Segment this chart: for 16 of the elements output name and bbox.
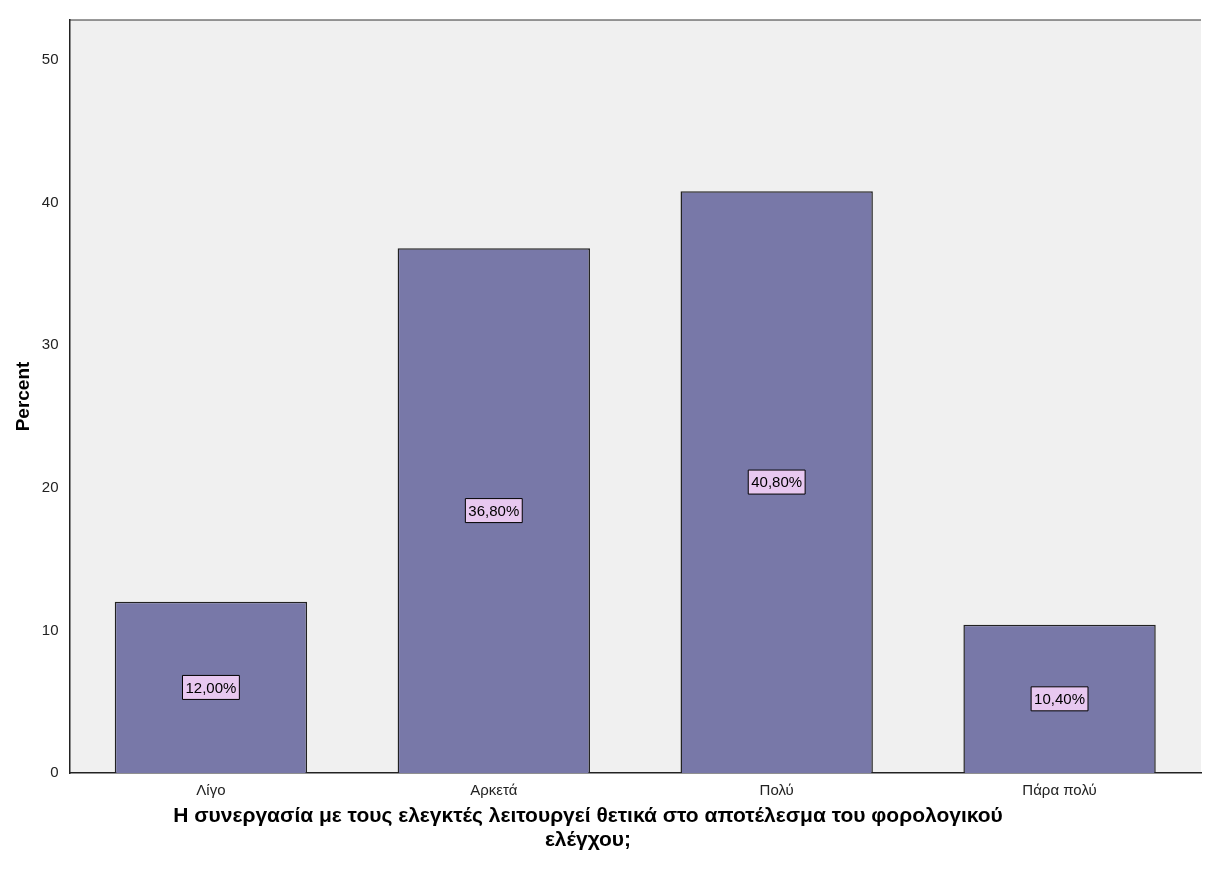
x-tick-label: Πολύ	[759, 781, 794, 799]
data-label: 36,80%	[468, 501, 520, 519]
y-tick-label: 20	[41, 477, 59, 495]
y-tick-label: 0	[50, 763, 59, 781]
x-tick-label: Λίγο	[196, 781, 226, 799]
x-tick-label: Αρκετά	[470, 781, 518, 799]
x-axis-title: Η συνεργασία με τους ελεγκτές λειτουργεί θετικά στο αποτέλεσμα του φορολογικού ελέγχου;	[172, 803, 1004, 851]
data-label: 12,00%	[185, 678, 237, 696]
y-tick-label: 10	[41, 620, 59, 638]
y-tick-label: 30	[41, 335, 59, 353]
x-tick-label: Πάρα πολύ	[1022, 781, 1097, 799]
data-label: 10,40%	[1034, 689, 1085, 707]
data-label: 40,80%	[751, 473, 803, 491]
y-axis-title: Percent	[11, 360, 33, 432]
y-tick-label: 40	[41, 192, 59, 210]
y-tick-label: 50	[41, 50, 59, 68]
